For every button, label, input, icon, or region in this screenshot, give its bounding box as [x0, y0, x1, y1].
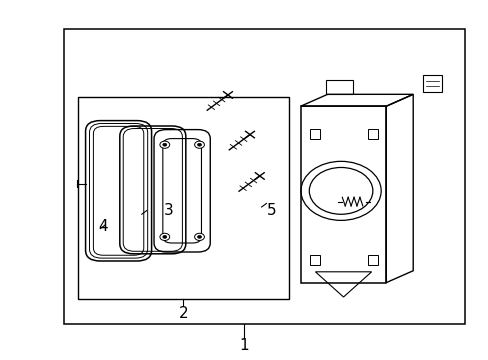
Bar [78, 97, 288, 299]
Text: 4: 4 [98, 219, 107, 234]
Circle shape [194, 141, 204, 148]
Circle shape [160, 141, 169, 148]
Bar [422, 75, 441, 92]
Bar [326, 80, 352, 94]
Text: 5: 5 [266, 203, 276, 218]
Bar [309, 255, 320, 265]
Text: 3: 3 [163, 203, 173, 218]
Circle shape [160, 233, 169, 240]
Text: 2: 2 [178, 306, 188, 321]
Circle shape [197, 235, 201, 238]
Bar [63, 29, 464, 324]
Text: 1: 1 [239, 338, 249, 353]
Bar [309, 129, 320, 139]
Bar [367, 129, 378, 139]
Circle shape [194, 233, 204, 240]
Circle shape [163, 143, 166, 146]
Bar [367, 255, 378, 265]
Circle shape [197, 143, 201, 146]
Bar [300, 106, 386, 283]
Circle shape [163, 235, 166, 238]
